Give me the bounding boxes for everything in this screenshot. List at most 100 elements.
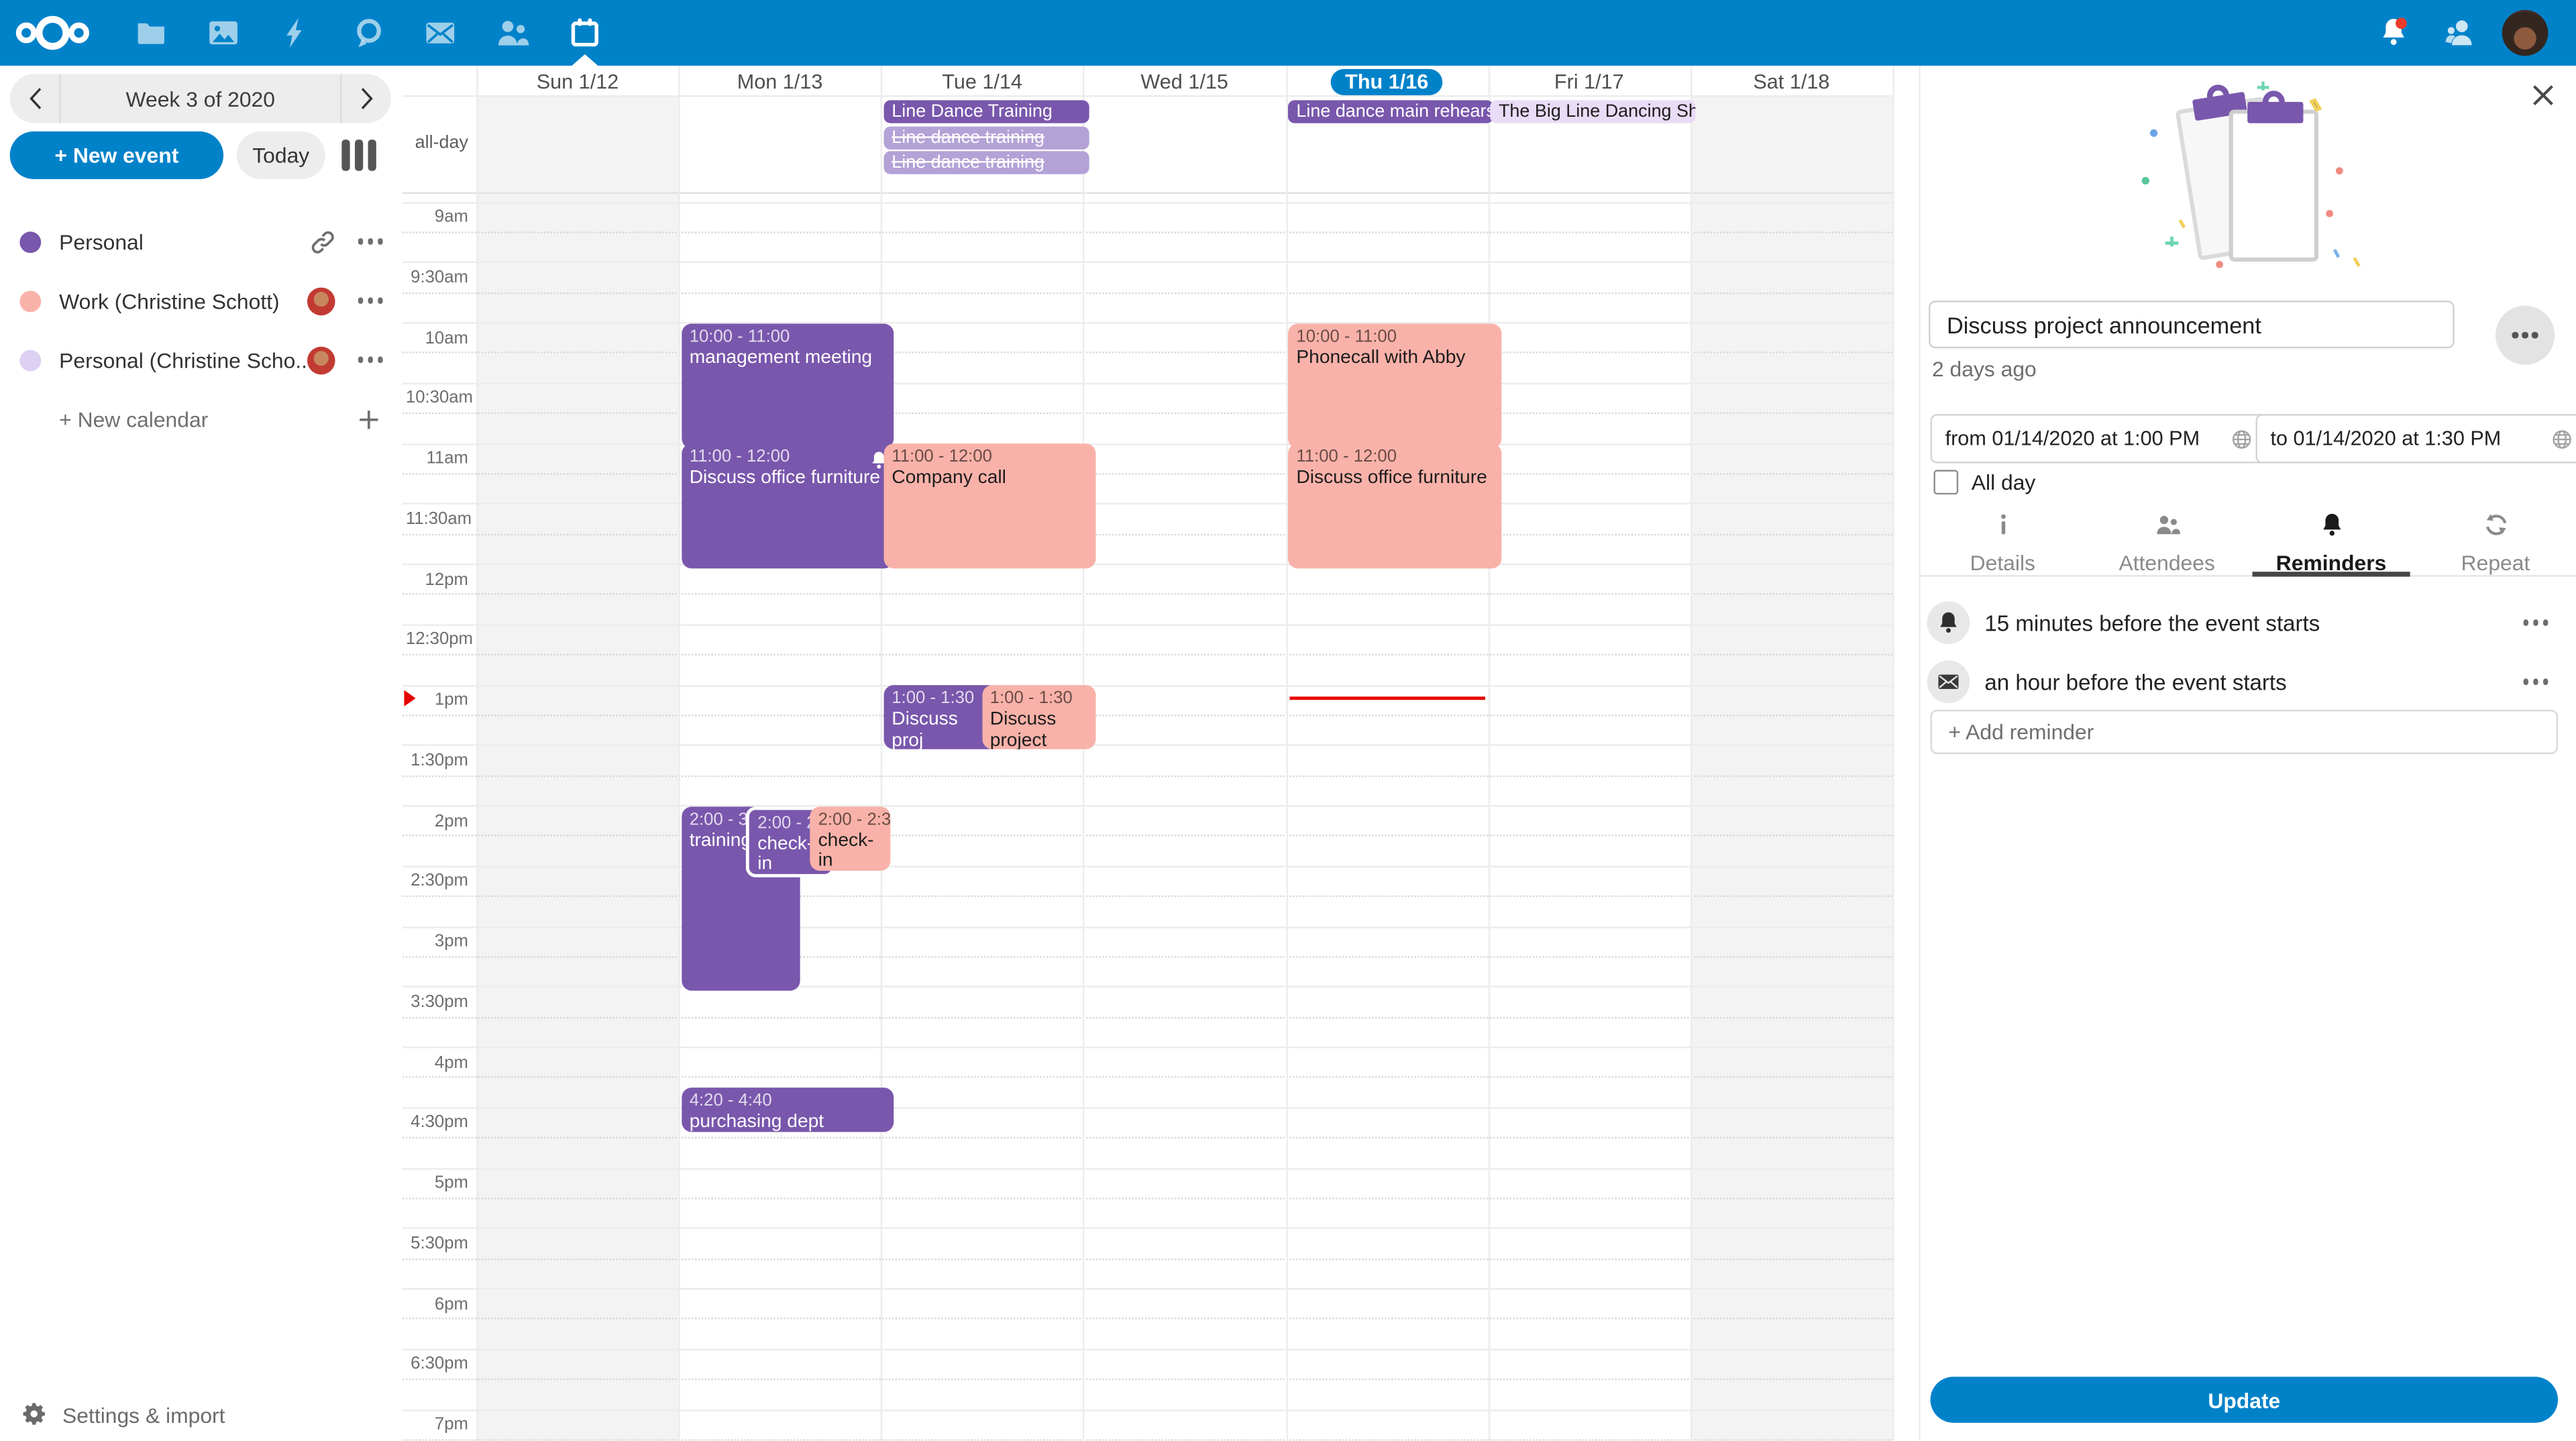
contacts-app-icon[interactable] [496, 16, 529, 49]
all-day-checkbox[interactable] [1933, 470, 1959, 495]
share-link-icon[interactable] [310, 229, 335, 254]
next-week-chevron-icon[interactable] [341, 74, 390, 123]
event-actions-menu-button[interactable] [2496, 305, 2555, 365]
files-app-icon[interactable] [135, 16, 168, 49]
week-selector[interactable]: Week 3 of 2020 [9, 74, 391, 123]
hour-gridline [402, 1348, 1893, 1350]
time-gutter-label: 6:30pm [411, 1354, 468, 1374]
tab-attendees[interactable]: Attendees [2085, 506, 2249, 575]
event-time-label: 10:00 - 11:00 [1296, 326, 1397, 346]
reminder-row[interactable]: 15 minutes before the event starts [1921, 595, 2576, 651]
hour-gridline [402, 926, 1893, 928]
day-header[interactable]: Sat 1/18 [1690, 69, 1893, 95]
time-gutter-label: 1:30pm [411, 750, 468, 770]
calendar-event[interactable]: 11:00 - 12:00 Discuss office furniture [1288, 443, 1501, 569]
tab-label: Reminders [2275, 550, 2387, 576]
calendar-week-grid: Sun 1/12 Mon 1/13 Tue 1/14 Wed 1/15 Thu 1/16… [402, 65, 1919, 1441]
calendar-event[interactable]: 1:00 - 1:30 Discuss project [981, 685, 1097, 750]
hour-gridline [402, 201, 1893, 203]
quarter-gridline [402, 1077, 1893, 1079]
day-header-today[interactable]: Thu 1/16 [1285, 68, 1488, 96]
add-reminder-button[interactable]: + Add reminder [1930, 709, 2559, 755]
calendar-event[interactable]: 10:00 - 11:00 management meeting [681, 323, 894, 448]
event-title: training [689, 830, 752, 851]
hour-gridline [402, 1409, 1893, 1411]
contacts-menu-icon[interactable] [2443, 16, 2476, 49]
nextcloud-logo-icon[interactable] [13, 13, 93, 61]
calendar-name-label: Personal (Christine Scho... [59, 347, 307, 372]
previous-week-chevron-icon[interactable] [10, 74, 59, 123]
calendar-menu-icon[interactable] [357, 238, 383, 245]
reminder-menu-icon[interactable] [2522, 679, 2548, 685]
calendar-list-item[interactable]: Work (Christine Schott) [0, 271, 402, 330]
calendar-list-item[interactable]: Personal [0, 212, 402, 271]
weekend-shading [476, 95, 679, 1441]
update-button[interactable]: Update [1930, 1377, 2559, 1423]
calendar-event[interactable]: 11:00 - 12:00 Company call [883, 443, 1097, 569]
calendar-app-icon[interactable] [568, 16, 601, 49]
quarter-gridline [402, 1439, 1893, 1441]
allday-event[interactable]: Line dance main rehearsal [1288, 100, 1494, 123]
timezone-globe-icon[interactable] [2231, 428, 2253, 449]
current-time-arrow-icon [404, 690, 416, 707]
hour-gridline [402, 865, 1893, 867]
day-header[interactable]: Mon 1/13 [679, 69, 881, 95]
user-avatar[interactable] [2502, 9, 2548, 56]
event-start-field[interactable]: from 01/14/2020 at 1:00 PM [1930, 414, 2267, 464]
talk-app-icon[interactable] [352, 16, 384, 49]
day-header[interactable]: Tue 1/14 [881, 69, 1083, 95]
reminder-row[interactable]: an hour before the event starts [1921, 654, 2576, 710]
calendar-menu-icon[interactable] [357, 297, 383, 304]
activity-app-icon[interactable] [279, 16, 312, 49]
tab-reminders[interactable]: Reminders [2249, 506, 2414, 577]
new-calendar-button[interactable]: + New calendar [0, 389, 402, 448]
calendar-menu-icon[interactable] [357, 357, 383, 363]
allday-event[interactable]: The Big Line Dancing Show [1490, 100, 1697, 123]
day-header-label: Fri 1/17 [1554, 70, 1624, 94]
day-header[interactable]: Wed 1/15 [1083, 69, 1286, 95]
time-gutter-label: 7pm [434, 1414, 468, 1434]
calendar-list-item[interactable]: Personal (Christine Scho... [0, 330, 402, 389]
calendar-event[interactable]: 11:00 - 12:00 Discuss office furniture [681, 443, 894, 569]
allday-event[interactable]: Line dance training [883, 125, 1089, 149]
quarter-gridline [402, 896, 1893, 898]
close-icon[interactable] [2530, 82, 2559, 111]
new-calendar-label: + New calendar [59, 407, 209, 431]
calendar-event[interactable]: 4:20 - 4:40 purchasing dept [681, 1087, 894, 1132]
day-header[interactable]: Fri 1/17 [1488, 69, 1690, 95]
active-tab-underline [2252, 572, 2410, 577]
allday-event[interactable]: Line dance training [883, 151, 1089, 174]
quarter-gridline [402, 654, 1893, 656]
day-header-label: Mon 1/13 [737, 70, 823, 94]
event-time-label: 4:20 - 4:40 [689, 1091, 772, 1111]
event-title-input[interactable] [1929, 301, 2455, 349]
tab-label: Details [1970, 550, 2035, 576]
photos-app-icon[interactable] [207, 16, 240, 49]
calendar-sidebar: Week 3 of 2020 + New event Today Persona… [0, 65, 403, 1441]
notifications-bell-icon[interactable] [2377, 16, 2410, 49]
day-header[interactable]: Sun 1/12 [476, 69, 679, 95]
weekend-shading [1690, 95, 1893, 1441]
calendar-event[interactable]: 10:00 - 11:00 Phonecall with Abby [1288, 323, 1501, 448]
tab-details[interactable]: Details [1921, 506, 2085, 575]
quarter-gridline [402, 1318, 1893, 1320]
event-end-field[interactable]: to 01/14/2020 at 1:30 PM [2255, 414, 2576, 464]
week-view-toggle-icon[interactable] [341, 140, 388, 171]
today-button[interactable]: Today [236, 131, 325, 179]
new-event-button[interactable]: + New event [9, 131, 224, 179]
allday-event[interactable]: Line Dance Training [883, 100, 1089, 123]
settings-import-button[interactable]: Settings & import [0, 1388, 402, 1440]
event-title: Discuss proj announcement [892, 709, 958, 750]
settings-import-label: Settings & import [62, 1402, 225, 1427]
timezone-globe-icon[interactable] [2551, 428, 2573, 449]
allday-gutter-label: all-day [415, 133, 468, 153]
tab-repeat[interactable]: Repeat [2414, 506, 2576, 575]
reminder-menu-icon[interactable] [2522, 619, 2548, 626]
all-day-toggle[interactable]: All day [1933, 470, 2035, 495]
week-label[interactable]: Week 3 of 2020 [125, 86, 275, 111]
hour-gridline [402, 262, 1893, 264]
mail-app-icon[interactable] [424, 16, 457, 49]
reminder-bell-icon [871, 449, 888, 469]
